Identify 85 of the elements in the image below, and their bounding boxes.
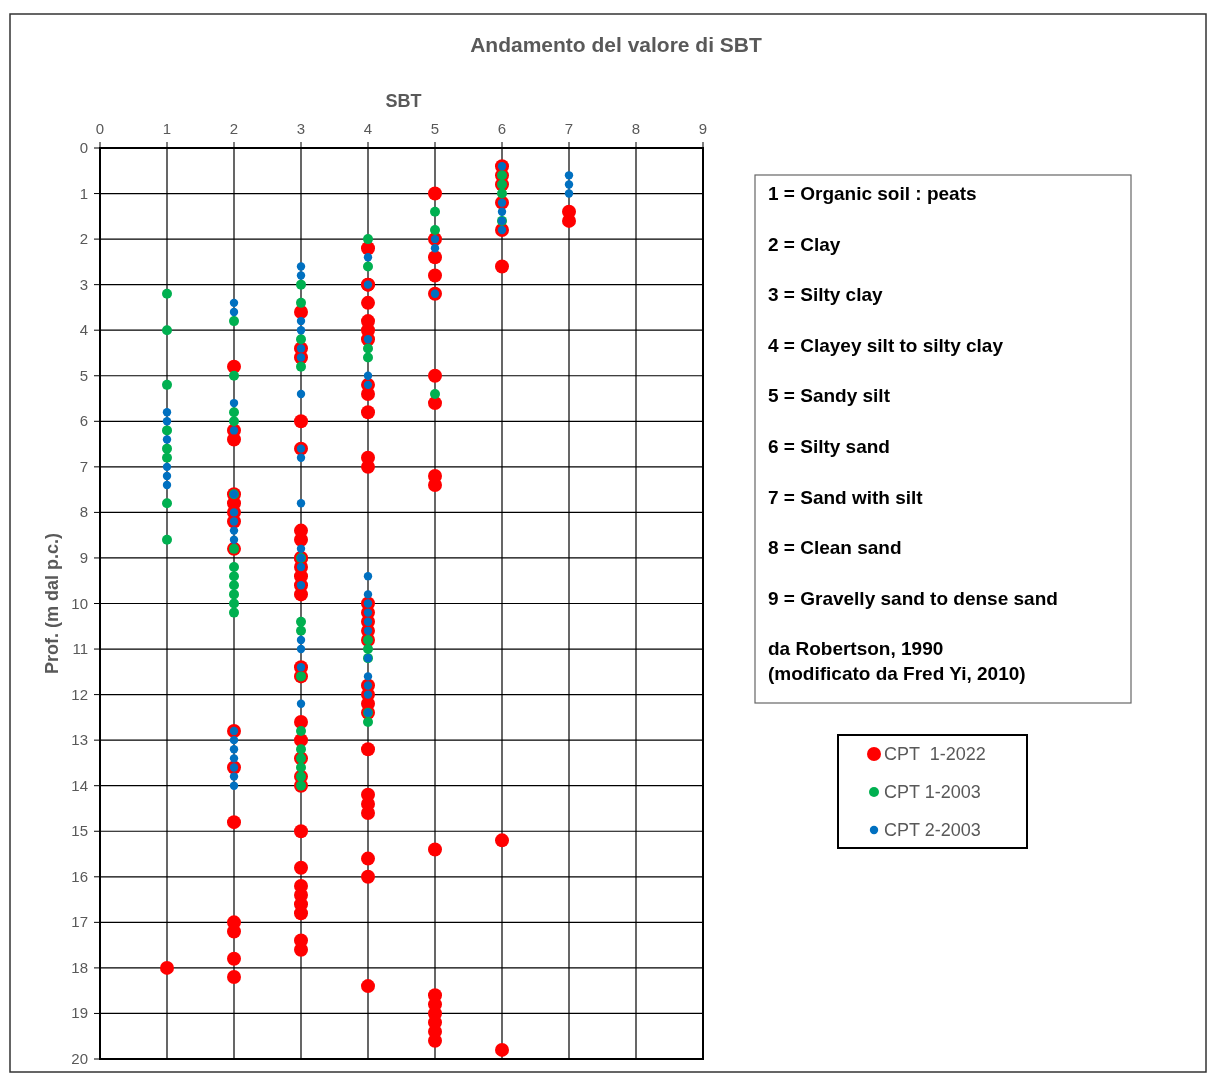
x-tick-label: 5 [430, 120, 440, 137]
point [363, 352, 373, 363]
point [162, 288, 172, 299]
x-tick-label: 8 [631, 120, 641, 137]
text: da Robertson, 1990 [768, 638, 944, 660]
point [229, 562, 239, 573]
text: 3 = Silty clay [768, 284, 884, 306]
y-tick-label: 1 [79, 184, 88, 202]
point [162, 379, 172, 390]
x-axis-title: SBT [385, 91, 422, 111]
point [162, 443, 172, 454]
legend-label: CPT 1-2022 [884, 744, 986, 764]
y-tick-label: 7 [79, 457, 88, 475]
text: 7 = Sand with silt [768, 486, 924, 508]
text: 4 = Clayey silt to silty clay [768, 334, 1004, 356]
x-tick-label: 2 [229, 120, 239, 137]
point [229, 580, 239, 591]
y-tick-label: 3 [79, 275, 88, 293]
point [229, 589, 239, 600]
point [162, 452, 172, 463]
point [296, 625, 306, 636]
text: 1 = Organic soil : peats [768, 183, 977, 204]
y-tick-label: 11 [72, 640, 88, 658]
point [162, 325, 172, 336]
point [296, 279, 306, 290]
point [296, 762, 306, 773]
point [430, 206, 440, 217]
point [296, 297, 306, 308]
text: 2 = Clay [768, 233, 841, 255]
point [229, 370, 239, 381]
x-tick-label: 7 [564, 120, 574, 137]
point [162, 425, 172, 436]
y-tick-label: 5 [79, 366, 88, 384]
point [430, 388, 440, 399]
y-tick-label: 15 [71, 822, 88, 840]
y-tick-label: 16 [71, 867, 88, 885]
point [229, 607, 239, 618]
y-tick-label: 9 [79, 548, 88, 566]
y-tick-label: 4 [79, 321, 88, 339]
y-tick-label: 19 [71, 1004, 88, 1022]
legend-label: CPT 1-2003 [884, 782, 981, 802]
point [296, 334, 306, 345]
y-tick-label: 8 [79, 503, 88, 521]
y-tick-label: 10 [71, 594, 88, 612]
y-tick-label: 2 [79, 230, 88, 248]
point [162, 534, 172, 545]
point [229, 571, 239, 582]
point [229, 598, 239, 609]
point [229, 416, 239, 427]
point [296, 744, 306, 755]
y-tick-label: 18 [71, 958, 88, 976]
x-tick-label: 6 [497, 120, 507, 137]
text: 8 = Clean sand [768, 537, 902, 559]
y-tick-label: 20 [71, 1050, 88, 1067]
point [363, 261, 373, 272]
text: 9 = Gravelly sand to dense sand [768, 587, 1058, 609]
point [363, 234, 373, 245]
y-tick-label: 12 [71, 685, 88, 703]
x-tick-label: 4 [363, 120, 373, 137]
y-tick-label: 6 [79, 412, 88, 430]
point [296, 361, 306, 372]
text: 6 = Silty sand [768, 436, 890, 457]
point [497, 188, 507, 199]
legend-label: CPT 2-2003 [884, 820, 981, 840]
x-tick-label: 0 [95, 120, 105, 137]
y-tick-label: 17 [71, 913, 88, 931]
x-tick-label: 1 [162, 120, 172, 137]
point [363, 644, 373, 655]
x-tick-label: 3 [296, 120, 306, 137]
point [363, 716, 373, 727]
point [296, 616, 306, 627]
point [430, 224, 440, 235]
y-axis-title: Prof. (m dal p.c.) [42, 532, 62, 675]
point [162, 498, 172, 509]
point [229, 407, 239, 418]
text: 5 = Sandy silt [768, 385, 891, 407]
point [229, 316, 239, 327]
y-tick-label: 0 [79, 139, 88, 156]
x-tick-label: 9 [698, 120, 708, 137]
text: (modificato da Fred Yi, 2010) [768, 663, 1026, 685]
y-tick-label: 13 [71, 731, 88, 749]
point [296, 726, 306, 737]
chart-title: Andamento del valore di SBT [470, 33, 763, 56]
point [363, 343, 373, 354]
y-tick-label: 14 [71, 776, 88, 794]
